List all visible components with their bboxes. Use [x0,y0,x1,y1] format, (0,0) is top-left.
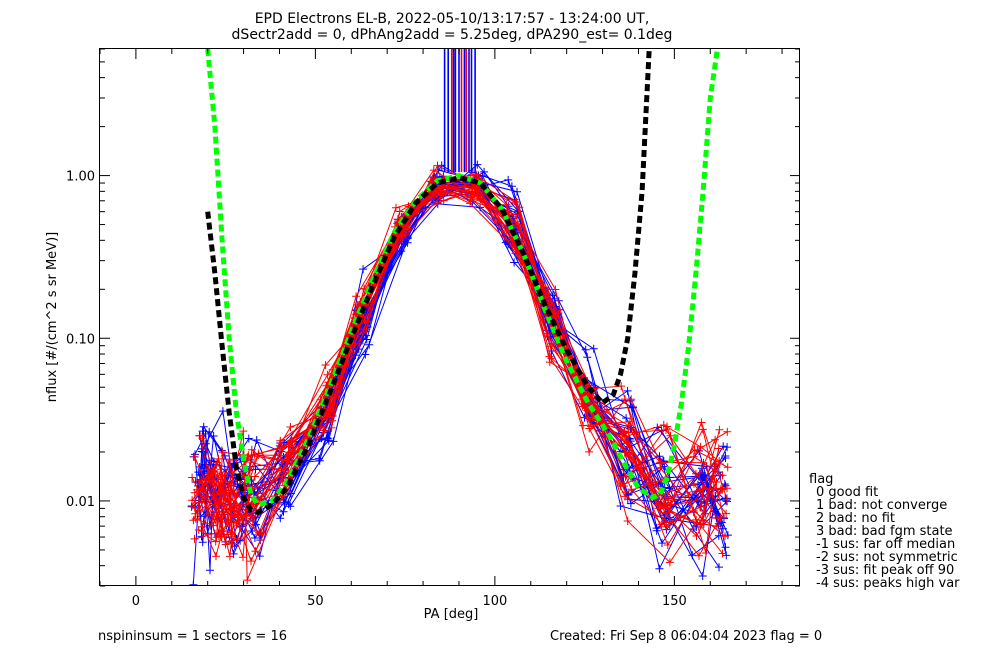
chart-axes: 0 50 100 150 0.01 0.10 1.00 [66,48,800,609]
x-tick-label: 50 [307,594,324,609]
chart-marks [187,49,732,586]
fit-curve-black [205,49,652,515]
legend-entry: -3 sus: fit peak off 90 [816,563,954,578]
legend-entry: -4 sus: peaks high var [816,576,960,591]
sweep-line-blue [192,184,720,585]
legend: flag 0 good fit 1 bad: not converge 2 ba… [809,472,960,591]
x-tick-label: 150 [662,594,687,609]
x-tick-label: 0 [132,594,140,609]
sweep-line-red [201,185,727,514]
y-axis-label: nflux [#/(cm^2 s sr MeV)] [45,232,60,402]
sweep-markers-red [195,178,721,585]
sweep-markers-red [196,183,720,548]
legend-entry: -2 sus: not symmetric [816,550,958,565]
y-tick-label: 1.00 [66,170,95,185]
chart-title: EPD Electrons EL-B, 2022-05-10/13:17:57 … [255,11,650,27]
y-tick-label: 0.10 [66,332,95,347]
sweep-markers-blue [196,179,720,580]
sweep-markers-blue [198,171,726,527]
sweep-markers-red [201,185,727,562]
legend-entry: 3 bad: bad fgm state [816,524,953,539]
legend-entries: 0 good fit 1 bad: not converge 2 bad: no… [816,485,960,591]
sweep-line-red [199,186,716,544]
footer-right: Created: Fri Sep 8 06:04:04 2023 flag = … [550,629,822,644]
sweep-line-red [205,189,723,558]
legend-entry: 0 good fit [816,485,878,500]
footer-left: nspininsum = 1 sectors = 16 [98,629,287,644]
sweep-markers-blue [199,178,728,575]
chart-subtitle: dSectr2add = 0, dPhAng2add = 5.25deg, dP… [232,27,673,43]
sweep-line-red [192,184,728,553]
legend-title: flag [809,472,833,487]
legend-entry: -1 sus: far off median [816,537,955,552]
plot-frame [99,48,800,586]
x-tick-label: 100 [482,594,507,609]
fit-curve-green [205,49,720,508]
legend-entry: 1 bad: not converge [816,498,947,513]
sweep-line-red [194,188,720,526]
x-axis-label: PA [deg] [424,607,479,622]
legend-entry: 2 bad: no fit [816,511,895,526]
data-layer [187,49,732,586]
y-tick-label: 0.01 [66,495,95,510]
